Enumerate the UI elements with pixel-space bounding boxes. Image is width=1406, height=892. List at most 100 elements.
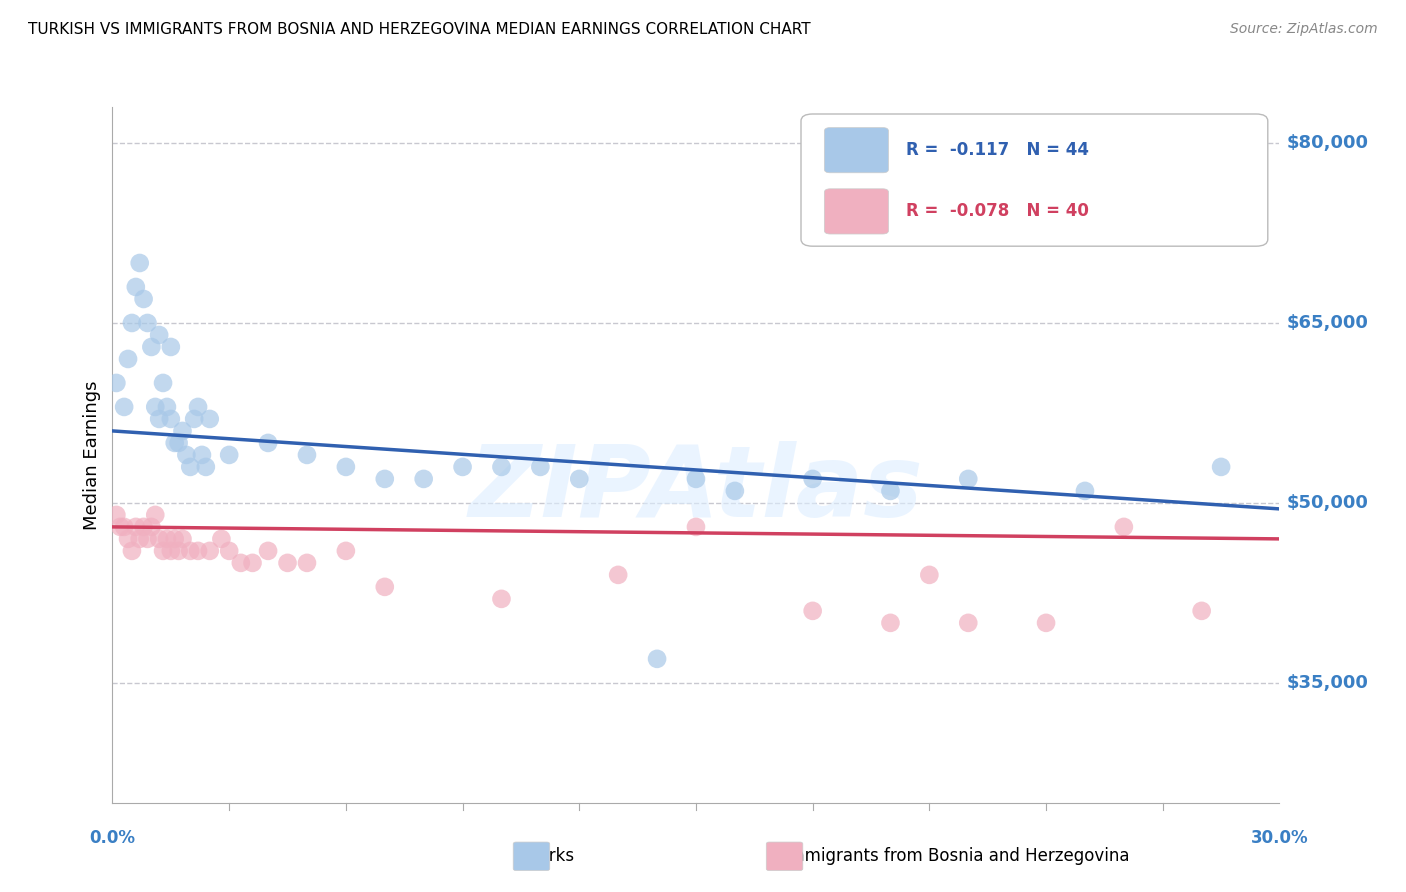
Point [194, 459, 217, 474]
Point [160, 412, 183, 426]
Point [198, 544, 221, 558]
Point [132, 292, 155, 306]
Point [136, 316, 159, 330]
Y-axis label: Median Earnings: Median Earnings [83, 380, 101, 530]
Point [152, 376, 174, 390]
Text: $35,000: $35,000 [1286, 673, 1368, 692]
Point [335, 459, 357, 474]
Point [148, 532, 170, 546]
FancyBboxPatch shape [824, 189, 889, 234]
Point [801, 472, 824, 486]
Point [163, 436, 186, 450]
Point [156, 400, 179, 414]
Point [148, 412, 170, 426]
Text: $50,000: $50,000 [1286, 494, 1368, 512]
Point [117, 351, 139, 366]
Point [374, 580, 396, 594]
Point [218, 544, 240, 558]
Text: Source: ZipAtlas.com: Source: ZipAtlas.com [1230, 22, 1378, 37]
Point [1074, 483, 1097, 498]
Point [685, 520, 707, 534]
Point [685, 472, 707, 486]
Point [172, 532, 194, 546]
Point [179, 459, 201, 474]
Point [295, 556, 318, 570]
Point [160, 544, 183, 558]
Text: Immigrants from Bosnia and Herzegovina: Immigrants from Bosnia and Herzegovina [773, 847, 1130, 865]
Point [128, 532, 150, 546]
Point [187, 400, 209, 414]
Point [172, 424, 194, 438]
Point [110, 520, 132, 534]
Point [167, 544, 190, 558]
Point [105, 376, 128, 390]
Point [125, 520, 148, 534]
Point [148, 328, 170, 343]
Point [179, 544, 201, 558]
Text: 0.0%: 0.0% [90, 830, 135, 847]
Point [1112, 520, 1135, 534]
Point [229, 556, 252, 570]
Point [117, 532, 139, 546]
Point [209, 532, 232, 546]
FancyBboxPatch shape [824, 128, 889, 173]
Point [607, 567, 630, 582]
Text: R =  -0.078   N = 40: R = -0.078 N = 40 [905, 202, 1088, 220]
Point [141, 340, 163, 354]
Point [257, 436, 280, 450]
Point [335, 544, 357, 558]
Point [143, 508, 166, 522]
Text: 30.0%: 30.0% [1251, 830, 1308, 847]
Text: Turks: Turks [520, 847, 574, 865]
Point [412, 472, 434, 486]
Point [112, 400, 135, 414]
Text: ZIPAtlas: ZIPAtlas [468, 442, 924, 538]
Point [152, 544, 174, 558]
Point [801, 604, 824, 618]
Point [645, 652, 668, 666]
Text: R =  -0.117   N = 44: R = -0.117 N = 44 [905, 141, 1090, 159]
Point [568, 472, 591, 486]
Point [143, 400, 166, 414]
Point [957, 615, 980, 630]
Point [167, 436, 190, 450]
Point [295, 448, 318, 462]
Point [879, 615, 901, 630]
Point [112, 520, 135, 534]
Point [242, 556, 264, 570]
Point [491, 459, 513, 474]
Point [1035, 615, 1057, 630]
Point [451, 459, 474, 474]
Point [187, 544, 209, 558]
Point [491, 591, 513, 606]
Point [198, 412, 221, 426]
Point [724, 483, 747, 498]
Point [529, 459, 551, 474]
Point [105, 508, 128, 522]
Point [918, 567, 941, 582]
Point [218, 448, 240, 462]
Point [136, 532, 159, 546]
Point [121, 316, 143, 330]
Point [879, 483, 901, 498]
Point [191, 448, 214, 462]
Point [957, 472, 980, 486]
Point [125, 280, 148, 294]
Point [132, 520, 155, 534]
Point [163, 532, 186, 546]
Point [121, 544, 143, 558]
Point [156, 532, 179, 546]
Point [183, 412, 205, 426]
Point [257, 544, 280, 558]
Point [128, 256, 150, 270]
Point [160, 340, 183, 354]
FancyBboxPatch shape [801, 114, 1268, 246]
Point [176, 448, 198, 462]
Text: TURKISH VS IMMIGRANTS FROM BOSNIA AND HERZEGOVINA MEDIAN EARNINGS CORRELATION CH: TURKISH VS IMMIGRANTS FROM BOSNIA AND HE… [28, 22, 811, 37]
Text: $65,000: $65,000 [1286, 314, 1368, 332]
Point [374, 472, 396, 486]
Point [276, 556, 298, 570]
Text: $80,000: $80,000 [1286, 134, 1368, 152]
Point [141, 520, 163, 534]
Point [1191, 604, 1213, 618]
